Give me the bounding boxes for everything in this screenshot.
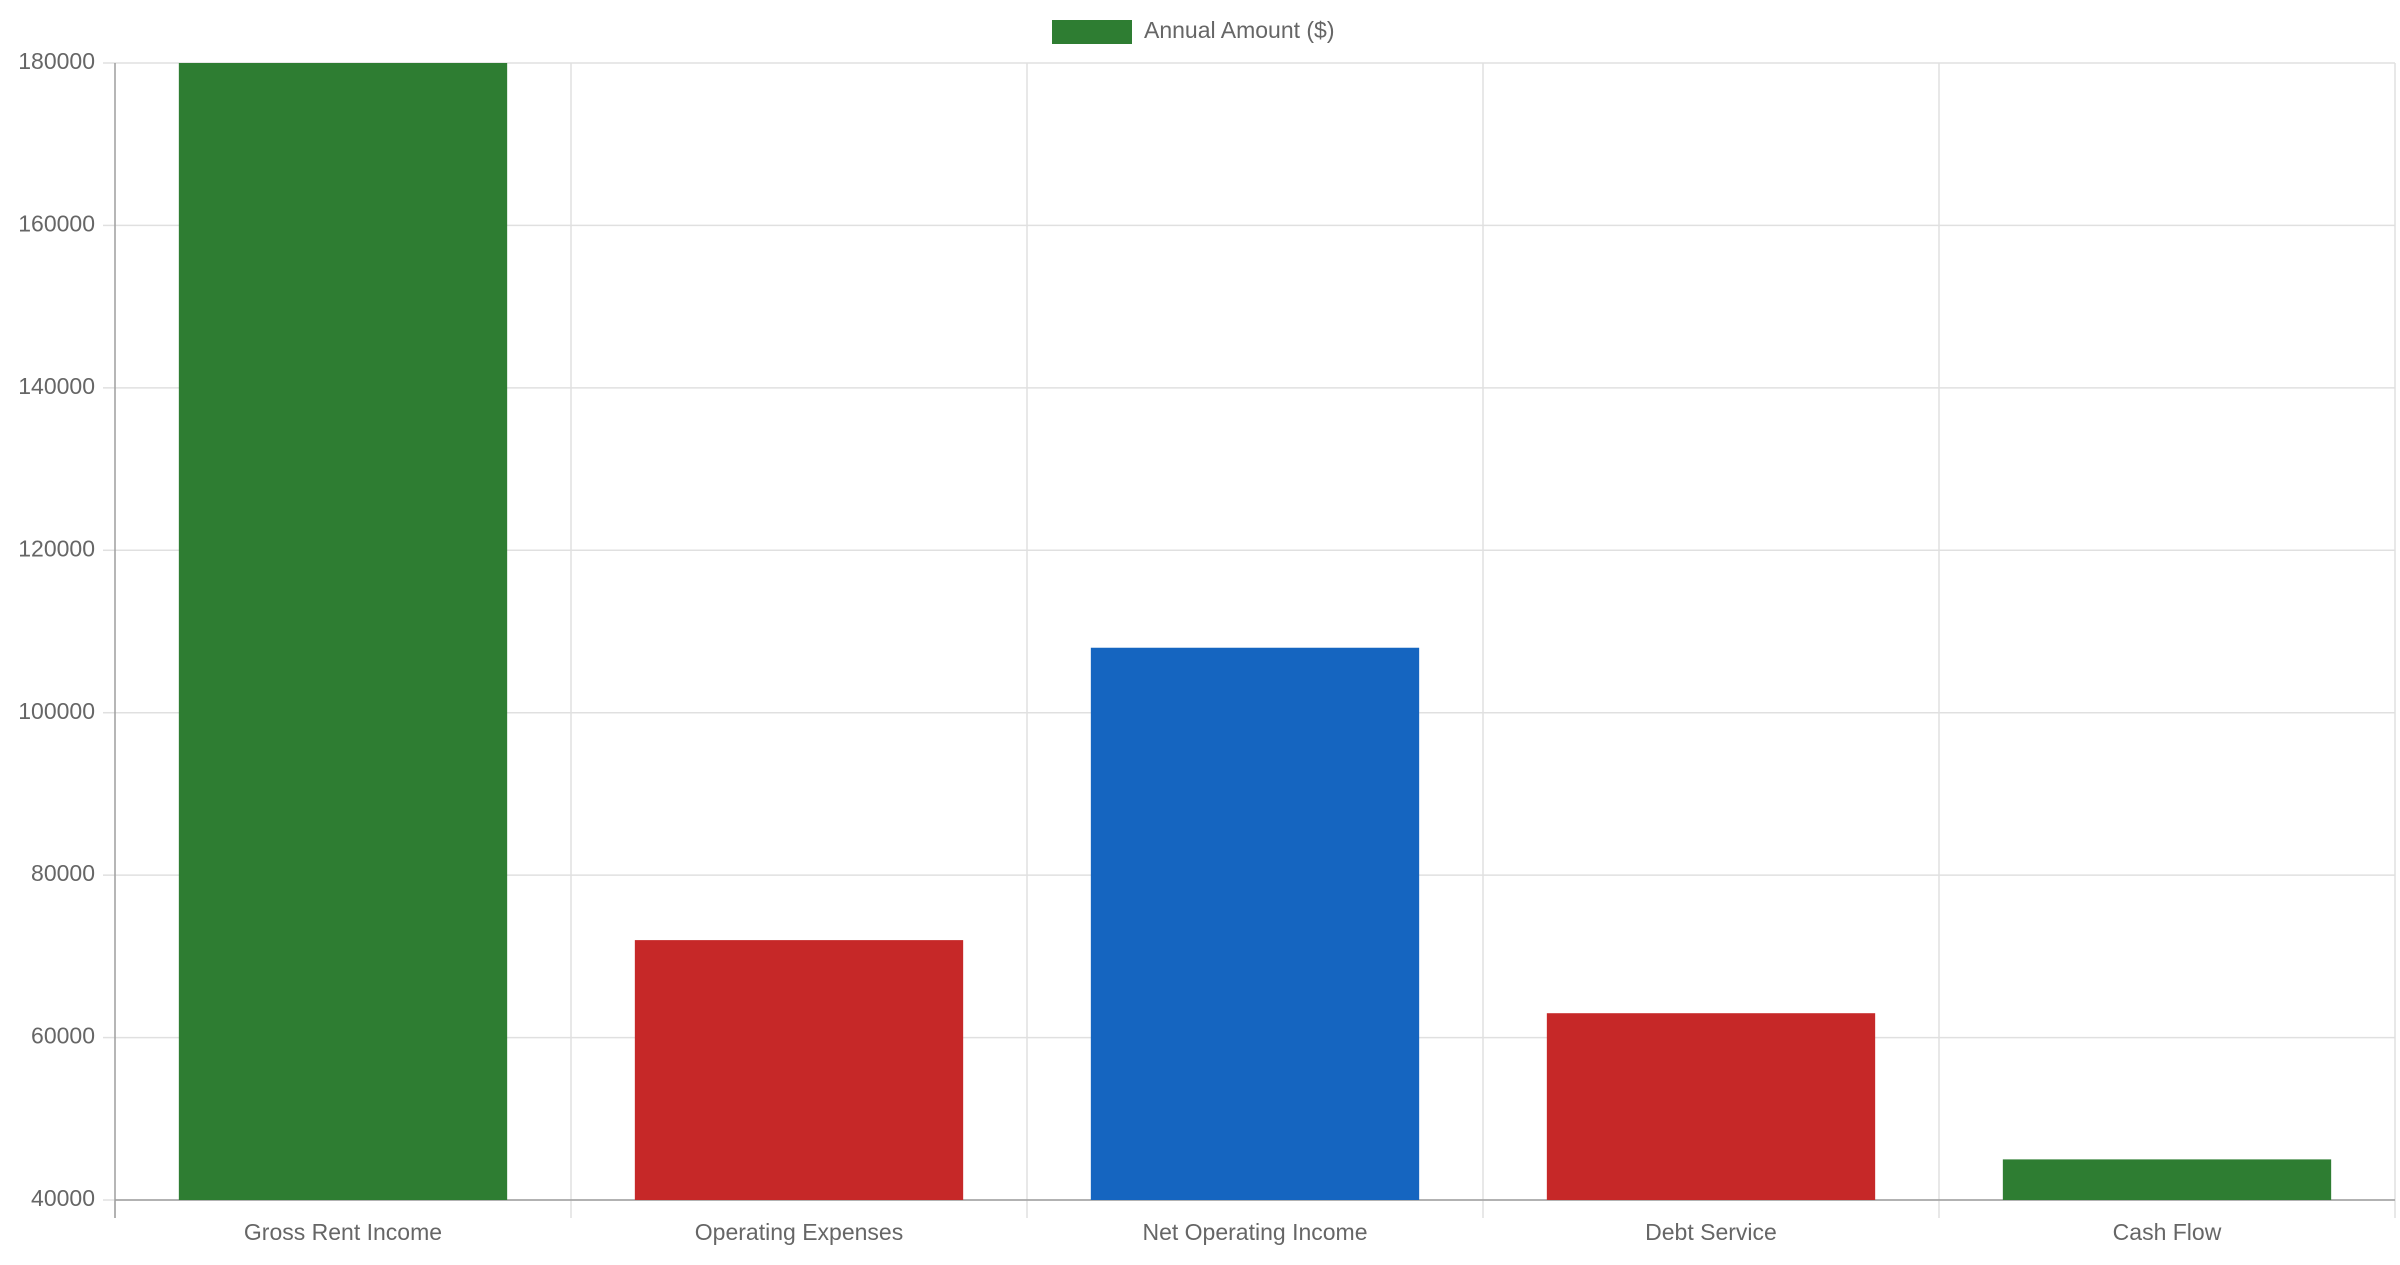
- legend[interactable]: Annual Amount ($): [1052, 17, 1335, 44]
- y-tick-label: 120000: [18, 535, 95, 561]
- legend-label[interactable]: Annual Amount ($): [1144, 17, 1335, 43]
- bar-net-operating-income: [1090, 647, 1420, 1200]
- x-tick-label: Net Operating Income: [1142, 1219, 1367, 1245]
- bar-gross-rent-income: [178, 63, 508, 1200]
- x-tick-label: Cash Flow: [2113, 1219, 2222, 1245]
- y-tick-label: 160000: [18, 211, 95, 237]
- x-tick-label: Gross Rent Income: [244, 1219, 442, 1245]
- y-tick-label: 140000: [18, 373, 95, 399]
- y-tick-label: 180000: [18, 48, 95, 74]
- y-tick-label: 100000: [18, 698, 95, 724]
- bar-cash-flow: [2002, 1159, 2332, 1200]
- y-tick-label: 40000: [31, 1185, 95, 1211]
- x-tick-label: Debt Service: [1645, 1219, 1777, 1245]
- bar-debt-service: [1546, 1013, 1876, 1200]
- y-tick-label: 80000: [31, 860, 95, 886]
- bar-operating-expenses: [634, 940, 964, 1200]
- y-tick-labels: 40000 60000 80000 100000 120000 140000 160000 1…: [18, 48, 95, 1211]
- legend-swatch[interactable]: [1052, 20, 1132, 44]
- x-tick-labels: Gross Rent Income Operating Expenses Net O…: [244, 1219, 2222, 1245]
- bars: [178, 63, 2332, 1200]
- y-tick-label: 60000: [31, 1023, 95, 1049]
- x-tick-label: Operating Expenses: [695, 1219, 903, 1245]
